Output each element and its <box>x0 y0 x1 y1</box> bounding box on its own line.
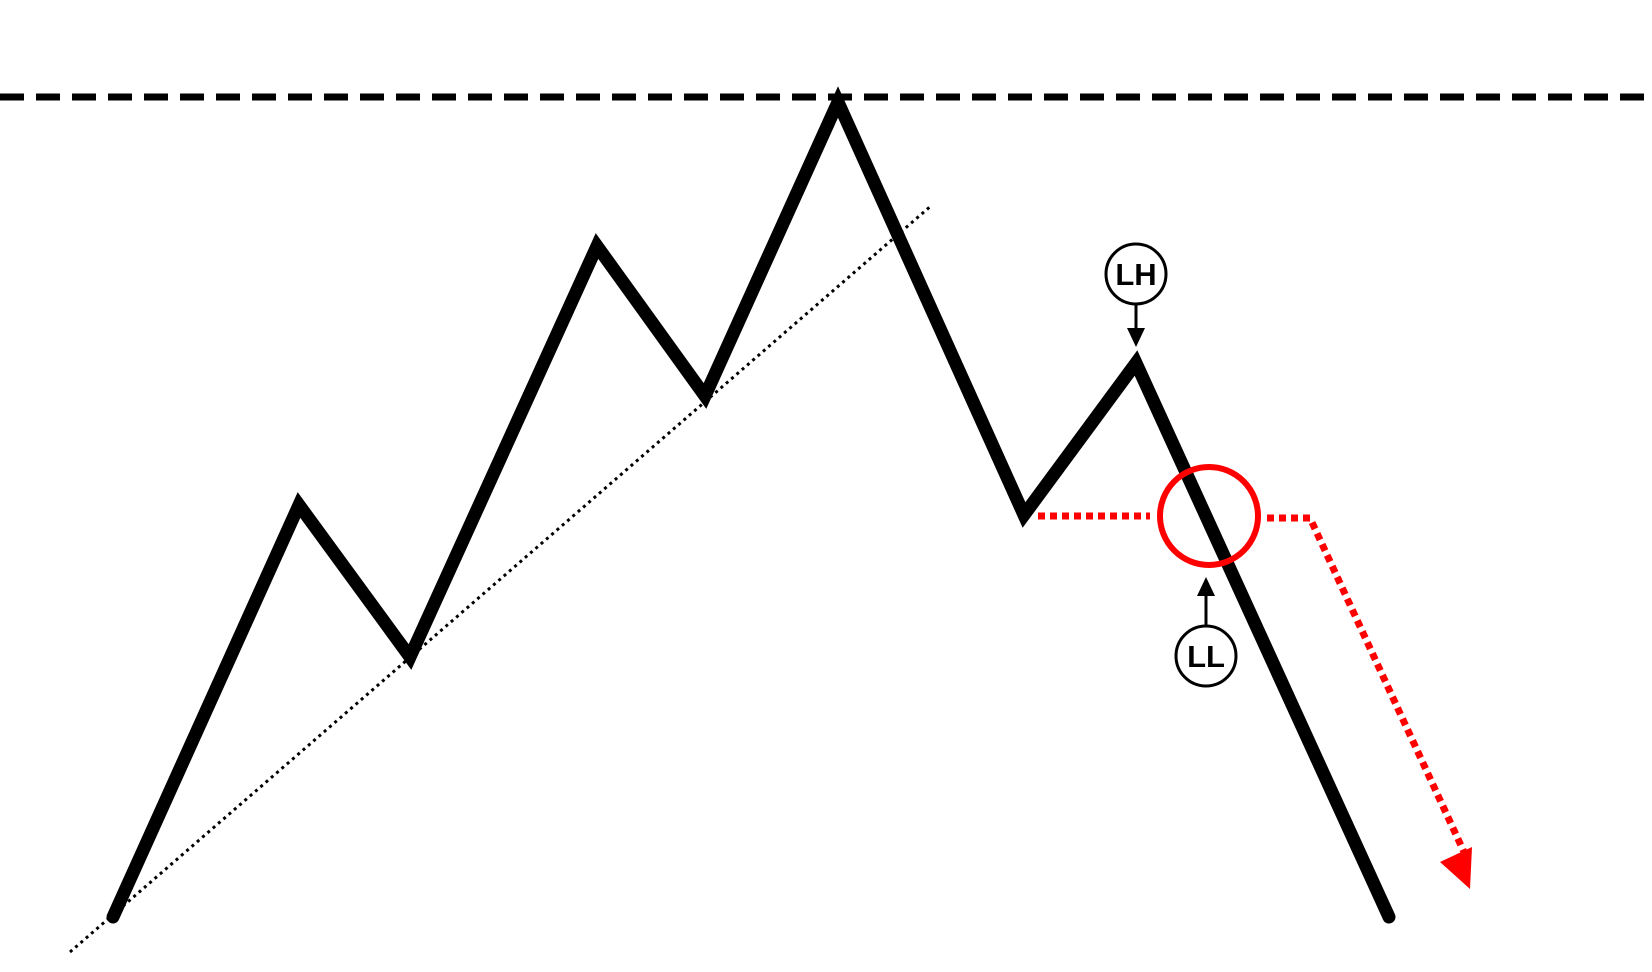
lower-low-callout: LL <box>1174 577 1238 688</box>
projection-arrowhead <box>1440 847 1472 889</box>
lower-low-label: LL <box>1187 639 1225 674</box>
projection-dotted-arrow-line <box>1267 514 1468 854</box>
lower-high-label: LH <box>1115 257 1156 292</box>
lower-high-pointer-arrowhead <box>1127 328 1145 347</box>
ascending-trendline <box>69 203 933 954</box>
lower-high-callout: LH <box>1104 242 1168 347</box>
lower-low-pointer-arrowhead <box>1197 577 1215 596</box>
price-zigzag-line <box>106 86 1396 924</box>
breakout-circle-marker <box>1157 464 1261 568</box>
